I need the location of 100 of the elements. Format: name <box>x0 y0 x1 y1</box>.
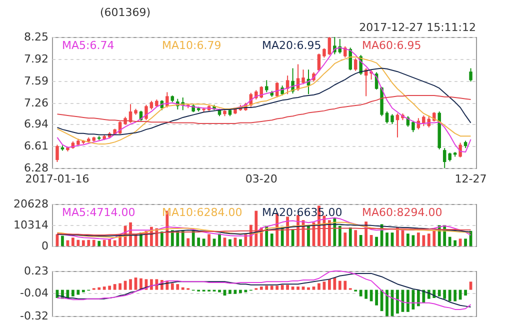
bar <box>92 240 96 246</box>
bar <box>118 283 122 290</box>
bar <box>192 230 195 246</box>
bar <box>312 286 316 290</box>
bar <box>302 286 305 290</box>
bar <box>344 232 347 246</box>
y-tick-label: 10314 <box>14 218 48 232</box>
x-tick-label: 2017-01-16 <box>25 172 90 186</box>
bar <box>254 210 258 246</box>
bar <box>416 232 420 246</box>
bar <box>108 239 112 246</box>
text: 2017-12-27 15:11:12 <box>359 21 476 34</box>
bar <box>307 287 310 290</box>
bar <box>228 290 232 294</box>
candlestick <box>328 36 332 56</box>
bar <box>276 286 279 290</box>
candlestick <box>354 58 358 72</box>
bar <box>338 226 342 246</box>
bar <box>208 234 210 246</box>
bar <box>338 280 342 290</box>
bar <box>344 280 347 290</box>
x-tick-label: 12-27 <box>454 172 487 186</box>
candlestick <box>166 92 169 108</box>
y-tick-label: 7.59 <box>24 74 48 88</box>
bar <box>412 235 415 246</box>
series-label: MA60:8294.00 <box>362 206 442 219</box>
bar <box>364 290 368 299</box>
candlestick <box>390 114 394 125</box>
bar <box>181 287 184 290</box>
candlestick <box>144 104 148 121</box>
bar <box>448 236 452 246</box>
line-series <box>56 68 472 136</box>
bar <box>359 235 362 246</box>
bar <box>170 283 174 290</box>
candlestick <box>442 148 446 168</box>
bar <box>186 238 190 246</box>
bar <box>396 290 399 314</box>
bar <box>427 234 430 246</box>
y-tick-label: 0 <box>42 240 48 252</box>
y-tick-label: 6.94 <box>24 118 48 131</box>
bar <box>438 290 441 296</box>
candlestick <box>264 80 268 93</box>
bar <box>454 240 456 246</box>
series-label: MA5:4714.00 <box>62 206 136 219</box>
bar <box>72 238 74 246</box>
y-tick-label: 6.61 <box>24 140 48 153</box>
bar <box>375 290 378 306</box>
bar <box>286 284 289 290</box>
line-series <box>56 228 472 236</box>
y-tick-label: 6.28 <box>24 162 48 174</box>
bar <box>354 230 358 246</box>
text: MA20:6.95 <box>262 39 322 52</box>
series-label: MA10:6284.00 <box>162 206 242 219</box>
bar <box>113 284 116 290</box>
bar <box>469 282 472 290</box>
bar <box>416 290 420 306</box>
candlestick <box>469 68 472 82</box>
y-tick-label: 7.92 <box>24 52 48 66</box>
bar <box>386 290 388 316</box>
bar <box>228 239 232 246</box>
bar <box>291 286 294 290</box>
bar <box>406 290 410 312</box>
candlestick <box>458 142 462 158</box>
bar <box>218 290 221 292</box>
bar <box>328 279 331 290</box>
bar <box>412 290 415 310</box>
bar <box>333 278 336 290</box>
bar <box>359 290 362 296</box>
text: MA5:6.74 <box>62 39 114 52</box>
y-tick-label: 0.23 <box>24 264 48 278</box>
y-tick-label: 7.26 <box>24 96 48 110</box>
bar <box>396 227 399 246</box>
bar <box>129 279 132 290</box>
bar <box>76 240 80 246</box>
candlestick <box>422 114 426 127</box>
bar <box>280 284 284 290</box>
bar <box>76 290 80 295</box>
bar <box>448 290 452 302</box>
bar <box>270 286 274 290</box>
bar <box>375 236 378 246</box>
candlestick <box>322 48 326 58</box>
bar <box>296 215 300 246</box>
bar <box>318 283 320 290</box>
bar <box>113 240 116 246</box>
bar <box>422 235 426 246</box>
bar <box>98 240 101 246</box>
bar <box>348 227 352 246</box>
text: MA10:6.79 <box>162 39 222 52</box>
line-series <box>56 95 472 124</box>
bar <box>296 286 300 290</box>
bar <box>98 287 101 290</box>
bar <box>87 240 90 246</box>
bar <box>464 290 467 296</box>
bar <box>197 238 200 246</box>
bar <box>432 230 436 246</box>
bar <box>464 238 467 246</box>
bar <box>82 290 85 292</box>
bar <box>270 234 274 246</box>
bar <box>443 290 446 299</box>
bar <box>239 290 242 294</box>
